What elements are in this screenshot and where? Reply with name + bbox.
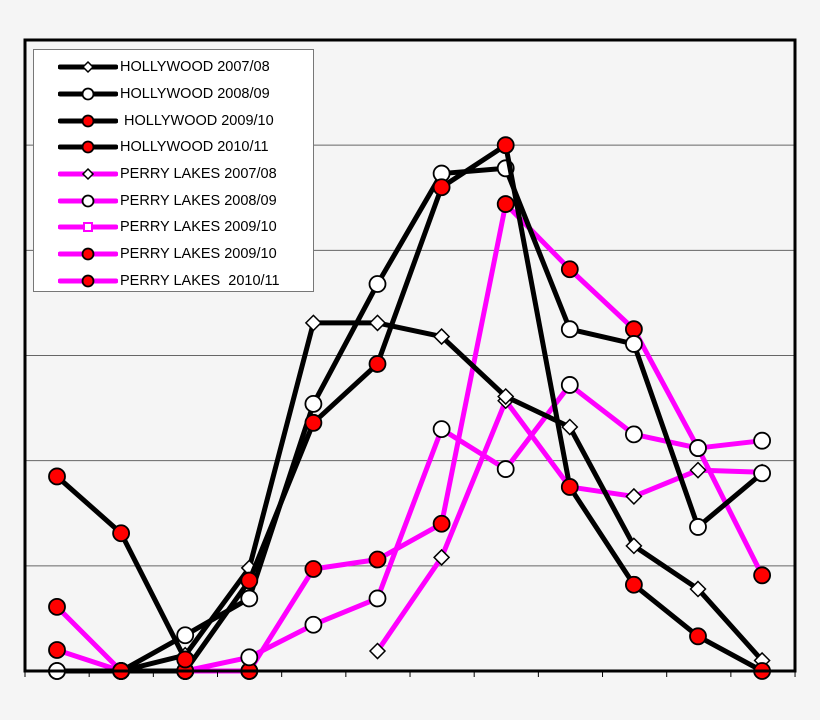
diamond-marker-icon bbox=[58, 61, 118, 74]
legend-label: PERRY LAKES 2009/10 bbox=[120, 219, 277, 236]
legend-label: PERRY LAKES 2010/11 bbox=[120, 272, 280, 289]
legend-item: PERRY LAKES 2008/09 bbox=[34, 187, 313, 214]
legend-label: HOLLYWOOD 2007/08 bbox=[120, 59, 270, 76]
square-marker-icon bbox=[58, 222, 118, 233]
legend-label: HOLLYWOOD 2010/11 bbox=[120, 139, 269, 156]
legend-item: HOLLYWOOD 2010/11 bbox=[34, 134, 313, 161]
legend-label: PERRY LAKES 2009/10 bbox=[120, 246, 277, 263]
legend-label: HOLLYWOOD 2009/10 bbox=[120, 112, 274, 129]
legend-label: PERRY LAKES 2007/08 bbox=[120, 166, 277, 183]
red-circle-marker-icon bbox=[58, 114, 118, 128]
diamond-marker-icon bbox=[58, 168, 118, 181]
legend-item: HOLLYWOOD 2007/08 bbox=[34, 54, 313, 81]
series-line bbox=[48, 467, 195, 669]
circle-marker-icon bbox=[58, 194, 118, 208]
red-circle-marker-icon bbox=[58, 247, 118, 261]
legend-item: HOLLYWOOD 2008/09 bbox=[34, 81, 313, 108]
series-line bbox=[48, 314, 771, 680]
legend-item: PERRY LAKES 2007/08 bbox=[34, 161, 313, 188]
red-circle-marker-icon bbox=[58, 141, 118, 154]
legend-item: PERRY LAKES 2009/10 bbox=[34, 241, 313, 268]
legend-item: HOLLYWOOD 2009/10 bbox=[34, 107, 313, 134]
legend-label: PERRY LAKES 2008/09 bbox=[120, 192, 277, 209]
red-circle-marker-icon bbox=[58, 274, 118, 288]
legend: HOLLYWOOD 2007/08 HOLLYWOOD 2008/09 HOLL… bbox=[33, 49, 314, 292]
x-axis-ticks bbox=[24, 671, 796, 677]
legend-label: HOLLYWOOD 2008/09 bbox=[120, 86, 270, 103]
legend-item: PERRY LAKES 2010/11 bbox=[34, 268, 313, 295]
legend-item: PERRY LAKES 2009/10 bbox=[34, 214, 313, 241]
circle-marker-icon bbox=[58, 87, 118, 101]
